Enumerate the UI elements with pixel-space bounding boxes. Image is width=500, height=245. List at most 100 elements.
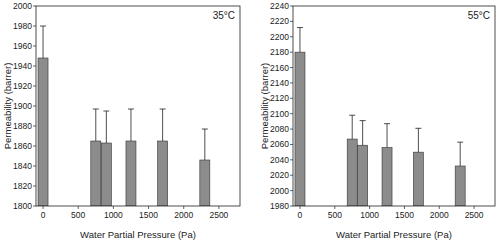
y-tick-label: 1800 — [13, 201, 32, 211]
y-tick-label: 2020 — [270, 170, 289, 180]
x-tick — [218, 206, 219, 209]
error-cap — [103, 111, 109, 112]
x-tick-label: 1000 — [360, 210, 379, 220]
bar — [101, 143, 111, 206]
y-tick — [33, 146, 36, 147]
y-tick-label: 2160 — [270, 63, 289, 73]
y-tick — [33, 46, 36, 47]
error-bar — [103, 111, 109, 143]
x-tick — [148, 206, 149, 209]
y-tick-label: 2000 — [13, 1, 32, 11]
y-tick-label: 2120 — [270, 93, 289, 103]
y-tick-label: 2180 — [270, 47, 289, 57]
title: 55°C — [468, 10, 490, 21]
error-bar — [457, 142, 463, 166]
panel: 1980200020202040206020802100212021402160… — [259, 1, 496, 240]
y-tick-label: 2060 — [270, 139, 289, 149]
y-tick — [33, 6, 36, 7]
error-bar — [415, 128, 421, 152]
y-tick — [290, 129, 293, 130]
error-line — [362, 121, 363, 146]
y-tick — [290, 67, 293, 68]
y-tick — [290, 82, 293, 83]
x-tick-label: 0 — [298, 210, 303, 220]
x-tick — [404, 206, 405, 209]
x-tick — [183, 206, 184, 209]
y-tick — [290, 175, 293, 176]
marks — [38, 26, 210, 206]
x-tick — [474, 206, 475, 209]
y-tick-label: 1860 — [13, 141, 32, 151]
y-tick — [290, 52, 293, 53]
x-tick-label: 500 — [71, 210, 85, 220]
y-tick-label: 1840 — [13, 161, 32, 171]
y-tick — [33, 26, 36, 27]
y-tick — [290, 36, 293, 37]
error-line — [299, 28, 300, 53]
x-tick — [43, 206, 44, 209]
error-bar — [202, 129, 208, 160]
error-line — [106, 111, 107, 143]
y-tick-label: 1920 — [13, 81, 32, 91]
marks — [295, 28, 465, 206]
y-tick-label: 1900 — [13, 101, 32, 111]
error-line — [43, 26, 44, 58]
x-tick-label: 500 — [328, 210, 342, 220]
x-tick — [334, 206, 335, 209]
error-line — [204, 129, 205, 160]
y-tick — [290, 6, 293, 7]
error-bar — [93, 109, 99, 141]
x-axis-label: Water Partial Pressure (Pa) — [80, 229, 196, 240]
bar — [126, 141, 136, 206]
error-cap — [360, 120, 366, 121]
x-tick — [78, 206, 79, 209]
y-tick-label: 1980 — [270, 201, 289, 211]
bar — [91, 141, 101, 206]
y-tick — [33, 166, 36, 167]
y-tick — [33, 186, 36, 187]
x-tick-label: 2000 — [174, 210, 193, 220]
x-tick-label: 0 — [41, 210, 46, 220]
bar — [358, 145, 368, 206]
error-cap — [457, 142, 463, 143]
bar — [295, 52, 305, 206]
bar — [38, 58, 48, 206]
error-bar — [297, 28, 303, 53]
bar — [382, 148, 392, 206]
y-tick-label: 1960 — [13, 41, 32, 51]
y-tick — [290, 21, 293, 22]
y-tick — [33, 86, 36, 87]
y-tick-label: 1820 — [13, 181, 32, 191]
x-tick-label: 1000 — [104, 210, 123, 220]
error-cap — [202, 129, 208, 130]
y-tick-label: 2080 — [270, 124, 289, 134]
x-axis-label: Water Partial Pressure (Pa) — [336, 229, 452, 240]
error-line — [418, 128, 419, 152]
error-line — [387, 124, 388, 148]
y-tick — [33, 66, 36, 67]
error-cap — [40, 26, 46, 27]
error-cap — [93, 109, 99, 110]
y-tick-label: 2000 — [270, 186, 289, 196]
x-tick-label: 1500 — [139, 210, 158, 220]
x-tick — [113, 206, 114, 209]
error-cap — [384, 123, 390, 124]
y-tick-label: 1940 — [13, 61, 32, 71]
y-tick-label: 2040 — [270, 155, 289, 165]
error-bar — [128, 109, 134, 141]
y-axis-label: Permeability (barrer) — [259, 63, 270, 150]
error-cap — [160, 109, 166, 110]
error-line — [352, 115, 353, 139]
error-line — [95, 109, 96, 141]
y-tick-label: 2220 — [270, 16, 289, 26]
bar — [413, 152, 423, 206]
y-tick — [33, 206, 36, 207]
panel: 1800182018401860188019001920194019601980… — [2, 1, 241, 240]
x-tick-label: 1500 — [395, 210, 414, 220]
y-tick-label: 2240 — [270, 1, 289, 11]
error-bar — [160, 109, 166, 141]
error-line — [162, 109, 163, 141]
y-tick — [290, 190, 293, 191]
plot-frame — [36, 6, 240, 206]
bar — [200, 160, 210, 206]
